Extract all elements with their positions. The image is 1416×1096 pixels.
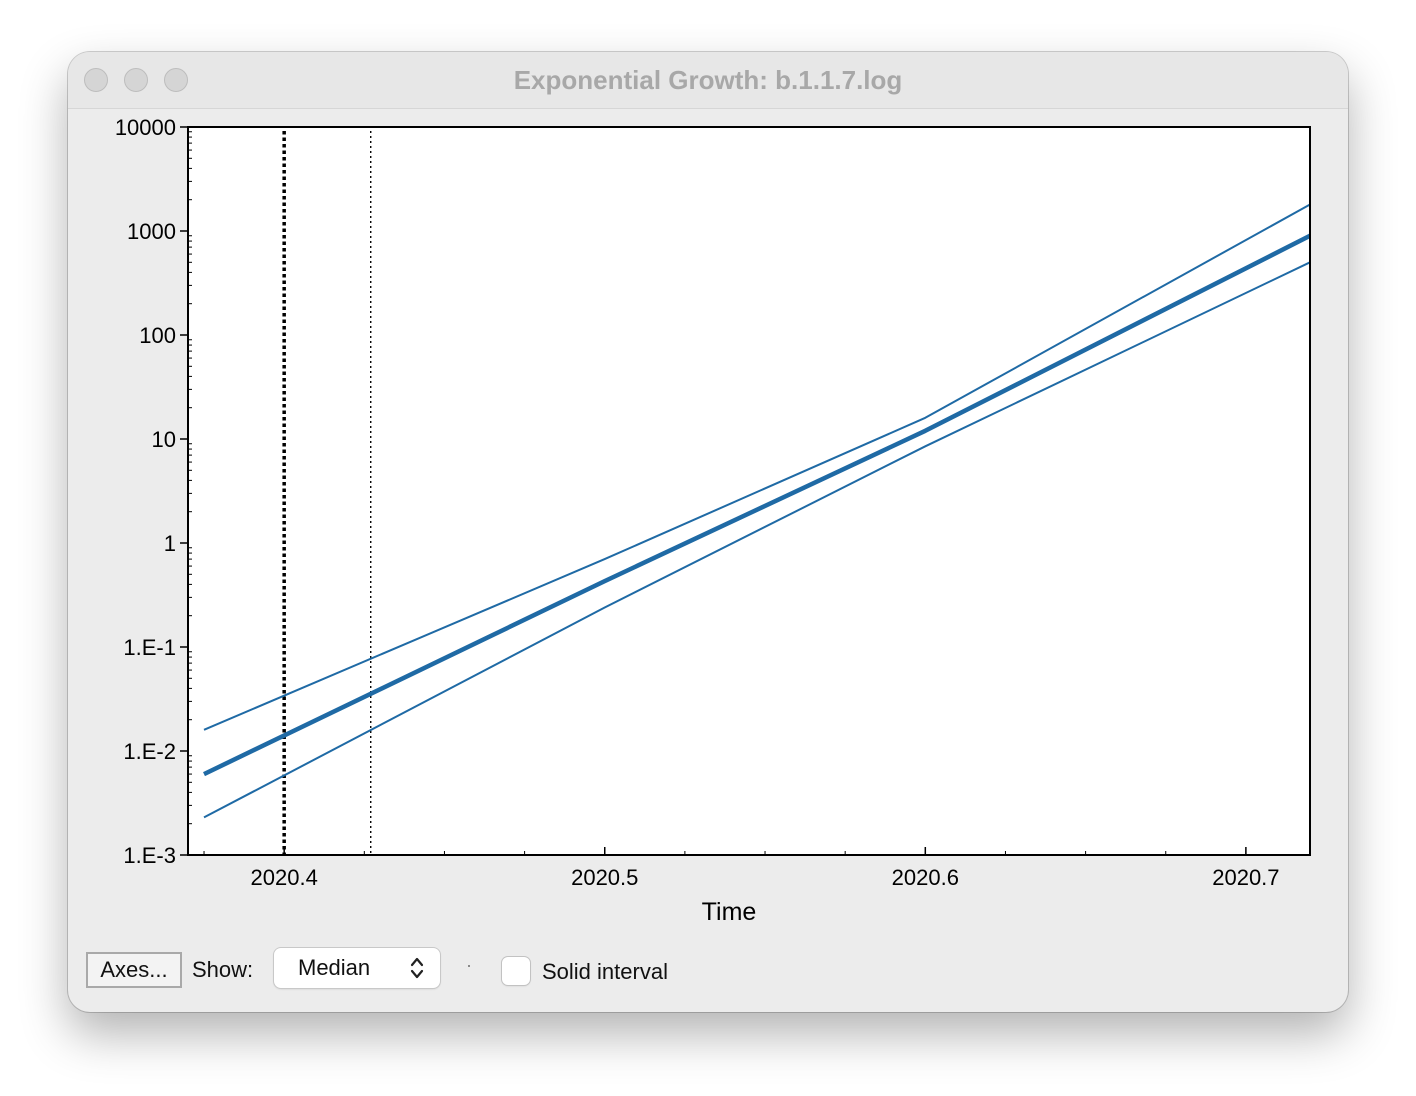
window-title: Exponential Growth: b.1.1.7.log [513, 65, 903, 95]
median-line [203, 233, 1312, 777]
growth-chart: 2020.4 2020.5 2020.6 2020.7 100001000100101… [115, 115, 1312, 926]
axes-button[interactable]: Axes... [86, 952, 182, 988]
upper-line [203, 203, 1311, 731]
y-axis: 10000 1000 100 10 1 1.E-1 1.E-2 1.E-3 [115, 115, 192, 868]
toolbar-separator [468, 965, 470, 967]
solid-interval-checkbox[interactable] [502, 957, 530, 985]
series-lines [203, 203, 1312, 819]
show-select[interactable]: Median [274, 948, 440, 988]
y-tick-label: 1.E-1 [123, 635, 176, 660]
y-tick-label: 1000 [127, 219, 176, 244]
title-bar: Exponential Growth: b.1.1.7.log [68, 52, 1348, 109]
y-tick-label: 10 [152, 427, 176, 452]
close-window-button[interactable] [84, 68, 108, 92]
lower-line [203, 261, 1311, 819]
y-tick-label: 10000 [115, 115, 176, 140]
x-tick-label: 2020.5 [571, 865, 638, 890]
zoom-window-button[interactable] [164, 68, 188, 92]
x-axis: 2020.4 2020.5 2020.6 2020.7 [203, 847, 1280, 890]
x-tick-label: 2020.7 [1212, 865, 1279, 890]
vertical-markers [282, 131, 372, 855]
y-tick-label: 1 [164, 531, 176, 556]
plot-background [188, 127, 1310, 855]
updown-chevron-icon [410, 957, 424, 979]
app-window: Exponential Growth: b.1.1.7.log 2020.4 20… [68, 52, 1348, 1012]
y-tick-label: 100 [139, 323, 176, 348]
solid-interval-label: Solid interval [542, 959, 668, 984]
y-tick-label: 1.E-3 [123, 843, 176, 868]
plot-frame [187, 126, 1311, 856]
x-tick-label: 2020.4 [251, 865, 318, 890]
minimize-window-button[interactable] [124, 68, 148, 92]
show-select-value: Median [298, 955, 371, 980]
y-tick-label: 1.E-2 [123, 739, 176, 764]
show-label: Show: [192, 957, 254, 982]
x-tick-label: 2020.6 [892, 865, 959, 890]
x-axis-title: Time [702, 898, 757, 926]
